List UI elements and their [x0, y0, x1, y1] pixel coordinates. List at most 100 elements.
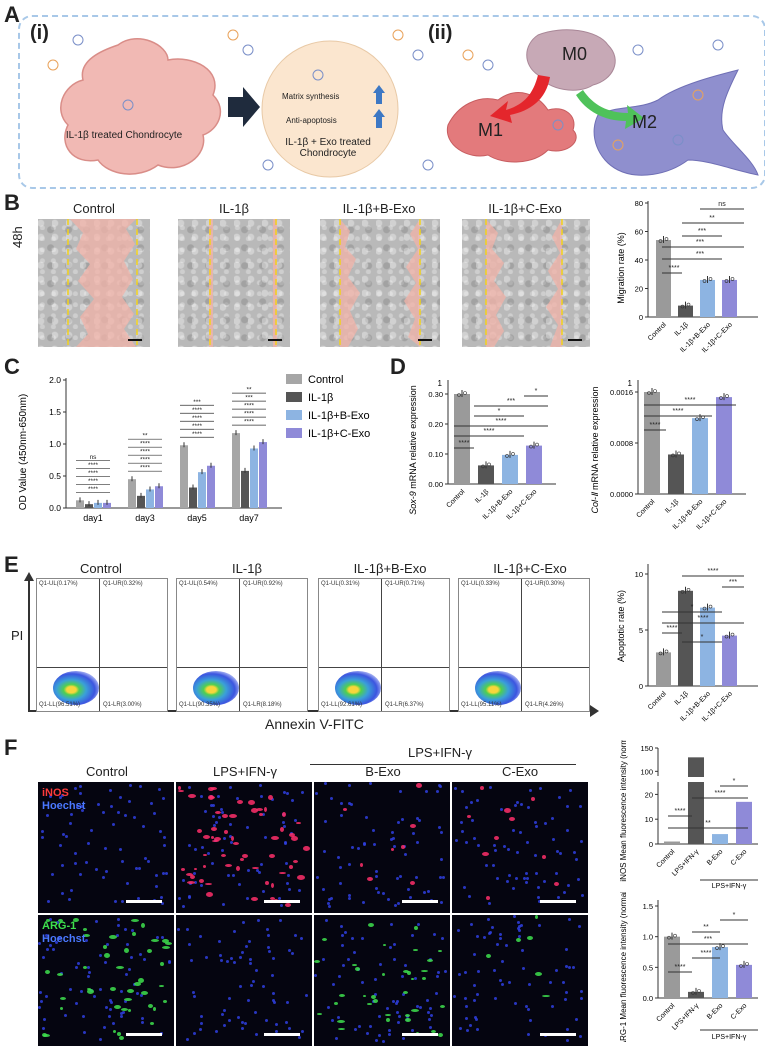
apo-sig-4: **** — [667, 625, 678, 632]
od-xtick: day5 — [187, 513, 207, 523]
sox9-ylabel-rest: mRNA relative expression — [408, 385, 418, 489]
apoptosis-ytick: 0 — [639, 682, 643, 691]
pi-axis-line — [28, 580, 30, 712]
inos-fluorescence-image — [314, 782, 450, 913]
od-bar — [198, 472, 206, 508]
panel-label-a: A — [4, 2, 20, 27]
m0-to-m1-arrow-icon — [490, 75, 550, 123]
arg1-ytick: 1.5 — [643, 902, 653, 911]
arg1-sig-4: **** — [675, 964, 686, 971]
arg1-intensity-chart: ARG-1 Mean fluorescence intensity (norma… — [619, 892, 758, 1042]
inos-stain-label: iNOS — [42, 787, 69, 799]
sox9-sig-5: **** — [459, 440, 470, 447]
arg1-xtick: B-Exo — [706, 1002, 725, 1021]
arg1-bar — [664, 936, 680, 998]
arg1-sig-2: *** — [704, 936, 712, 943]
quadrant-ll: Q1-LL(96.51%) — [39, 702, 81, 708]
arg1-ytick: 0.0 — [643, 994, 653, 1003]
panel-b-title-control: Control — [73, 201, 115, 216]
flow-cytometry-plot: Q1-UL(0.31%) Q1-UR(0.71%) Q1-LL(92.61%) … — [318, 578, 450, 712]
inos-bar — [736, 801, 752, 844]
od-ytick: 1.0 — [49, 439, 61, 449]
od-sig-label: **** — [88, 486, 99, 493]
inos-xtick: B-Exo — [706, 848, 725, 867]
panel-a-m1-label: M1 — [478, 120, 504, 140]
od-sig-label: **** — [88, 462, 99, 469]
quadrant-ur: Q1-UR(0.32%) — [103, 581, 143, 587]
apoptosis-xtick: IL-1β — [674, 690, 690, 706]
pi-axis-arrow-icon — [24, 572, 34, 581]
sox9-xtick: IL-1β — [474, 488, 490, 504]
arg1-xtick: C-Exo — [730, 1002, 749, 1021]
inos-sig-3: ** — [705, 820, 711, 827]
apo-sig-5: * — [701, 634, 704, 641]
panel-label-e: E — [4, 552, 19, 577]
scratch-image-cexo — [462, 219, 590, 347]
arg1-ylabel: ARG-1 Mean fluorescence intensity (norma… — [619, 892, 628, 1042]
sox9-bar — [478, 465, 494, 484]
arg1-sig-1: ** — [703, 924, 709, 931]
arg1-fluorescence-image — [452, 915, 588, 1046]
panel-e-title-cexo: IL-1β+C-Exo — [493, 561, 567, 576]
arg1-stain-label: ARG-1 — [42, 920, 77, 932]
quadrant-ur: Q1-UR(0.92%) — [243, 581, 283, 587]
sox9-sig-2: * — [498, 408, 501, 415]
inos-sig-1: **** — [715, 790, 726, 797]
panel-label-c: C — [4, 354, 20, 379]
migration-ytick: 80 — [635, 199, 643, 208]
od-sig-label: **** — [140, 465, 151, 472]
panel-label-f: F — [4, 735, 18, 760]
inos-sig-2: **** — [675, 808, 686, 815]
mig-sig-3: *** — [696, 239, 704, 246]
m0-macrophage — [526, 29, 616, 91]
sox9-sig-1: *** — [507, 398, 515, 405]
panel-f-group-label: LPS+IFN-γ — [408, 745, 472, 760]
panel-f-group-line — [310, 764, 576, 765]
od-bar — [232, 433, 240, 508]
panel-b-48h-text: 48h — [10, 226, 25, 248]
od-sig-label: ns — [90, 454, 98, 461]
inos-sig-0: * — [733, 778, 736, 785]
flow-cytometry-plot: Q1-UL(0.54%) Q1-UR(0.92%) Q1-LL(90.35%) … — [176, 578, 308, 712]
quadrant-ul: Q1-UL(0.33%) — [461, 581, 500, 587]
migration-ytick: 0 — [639, 313, 643, 322]
panel-b-title-bexo: IL-1β+B-Exo — [342, 201, 416, 216]
mig-sig-1: ** — [709, 215, 715, 222]
panel-a-sub-i: (i) — [30, 22, 49, 44]
od-bar — [137, 495, 145, 508]
scratch-image-il1b — [178, 219, 290, 347]
od-bar — [103, 502, 111, 508]
quadrant-lr: Q1-LR(4.26%) — [525, 702, 564, 708]
od-legend-swatch — [286, 392, 302, 402]
od-sig-label: **** — [88, 478, 99, 485]
migration-bar — [656, 240, 671, 317]
od-sig-label: **** — [192, 423, 203, 430]
sox9-bar — [502, 454, 518, 484]
col2-sig-1: **** — [673, 408, 684, 415]
panel-e-title-control: Control — [80, 561, 122, 576]
od-sig-label: *** — [245, 395, 253, 402]
arg1-sig-3: **** — [701, 950, 712, 957]
inos-fluorescence-image — [452, 782, 588, 913]
od-legend-label: Control — [308, 374, 343, 386]
arg1-fluorescence-image — [314, 915, 450, 1046]
od-ytick: 0.5 — [49, 471, 61, 481]
od-xtick: day1 — [83, 513, 103, 523]
panel-a-anti-apoptosis: Anti-apoptosis — [286, 116, 337, 125]
arg1-bar — [736, 964, 752, 998]
flow-cytometry-plot: Q1-UL(0.17%) Q1-UR(0.32%) Q1-LL(96.51%) … — [36, 578, 168, 712]
panel-f-col-lps: LPS+IFN-γ — [213, 764, 277, 779]
od-sig-label: **** — [244, 411, 255, 418]
apoptosis-ytick: 10 — [635, 570, 643, 579]
quadrant-ur: Q1-UR(0.71%) — [385, 581, 425, 587]
od-legend-swatch — [286, 428, 302, 438]
od-xtick: day7 — [239, 513, 259, 523]
apo-sig-2: * — [691, 604, 694, 611]
od-ytick: 2.0 — [49, 375, 61, 385]
od-sig-label: **** — [244, 419, 255, 426]
quadrant-ll: Q1-LL(90.35%) — [179, 702, 221, 708]
sox9-bar — [454, 394, 470, 484]
inos-ylabel: iNOS Mean fluorescence intensity (normal… — [619, 740, 628, 882]
arg1-ytick: 0.5 — [643, 963, 653, 972]
